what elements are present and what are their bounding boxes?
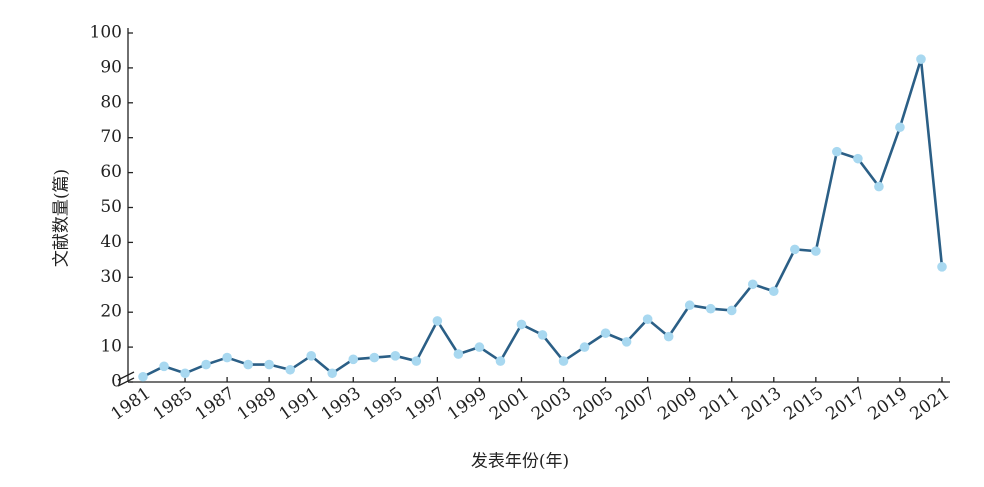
y-tick-label: 80 — [100, 92, 122, 112]
data-point — [453, 349, 464, 359]
y-tick-label: 10 — [100, 337, 122, 357]
data-point — [222, 352, 232, 363]
x-tick-label: 2005 — [570, 383, 617, 424]
x-tick-label: 2013 — [738, 383, 785, 424]
x-tick-label: 2011 — [696, 383, 743, 424]
data-point — [327, 368, 338, 379]
data-point — [600, 328, 611, 338]
x-tick-label: 2001 — [486, 383, 533, 424]
data-point — [264, 359, 274, 370]
data-point — [790, 244, 800, 255]
x-axis-label: 发表年份(年) — [471, 452, 569, 472]
data-point — [306, 351, 317, 361]
data-point — [432, 316, 443, 326]
y-tick-label: 0 — [111, 372, 122, 392]
data-point — [243, 359, 253, 370]
data-point — [832, 146, 842, 157]
data-point — [180, 368, 190, 379]
x-tick-label: 1997 — [402, 383, 449, 424]
x-tick-label: 1987 — [192, 383, 239, 424]
x-tick-label: 1995 — [360, 383, 407, 424]
data-point — [621, 337, 632, 347]
data-point — [937, 262, 947, 272]
data-point — [853, 153, 863, 164]
data-point — [495, 356, 506, 366]
data-point — [474, 342, 485, 352]
data-point — [159, 361, 169, 372]
x-tick-label: 2019 — [864, 383, 911, 424]
x-tick-label: 1989 — [234, 383, 281, 424]
data-point — [642, 314, 653, 324]
y-tick-label: 70 — [100, 127, 122, 147]
y-axis-label: 文献数量(篇) — [52, 169, 72, 267]
data-point — [684, 300, 695, 311]
data-point — [705, 303, 716, 314]
x-tick-label: 2021 — [907, 383, 954, 424]
data-point — [874, 181, 884, 192]
data-point — [369, 352, 380, 363]
y-tick-label: 90 — [100, 57, 122, 77]
y-tick-label: 60 — [100, 162, 122, 182]
data-point — [768, 286, 779, 297]
data-line — [142, 58, 944, 378]
x-tick-label: 1991 — [276, 383, 323, 424]
data-point — [516, 319, 527, 330]
data-point — [390, 351, 401, 361]
y-tick-label: 40 — [100, 232, 122, 252]
x-tick-label: 2003 — [528, 383, 575, 424]
y-tick-label: 20 — [100, 302, 122, 322]
x-tick-label: 2009 — [654, 383, 701, 424]
x-tick-label: 2017 — [822, 383, 869, 424]
x-tick-label: 2015 — [780, 383, 827, 424]
data-point — [916, 54, 926, 64]
y-tick-label: 100 — [90, 23, 122, 43]
data-point — [201, 359, 211, 370]
x-tick-label: 2007 — [612, 383, 659, 424]
data-point — [579, 342, 590, 352]
data-point — [537, 330, 548, 340]
x-tick-label: 1993 — [318, 383, 365, 424]
data-point — [138, 371, 148, 382]
data-point — [348, 354, 359, 365]
data-point — [726, 305, 737, 316]
data-point — [663, 331, 674, 342]
data-point — [895, 122, 905, 133]
axis-break — [117, 371, 135, 387]
data-point — [285, 364, 295, 375]
y-tick-label: 50 — [100, 197, 122, 217]
data-point — [411, 356, 422, 366]
x-tick-label: 1985 — [150, 383, 197, 424]
data-point — [558, 356, 569, 366]
data-point — [811, 246, 821, 256]
data-point — [747, 279, 758, 290]
x-tick-label: 1999 — [444, 383, 491, 424]
y-tick-label: 30 — [100, 267, 122, 287]
